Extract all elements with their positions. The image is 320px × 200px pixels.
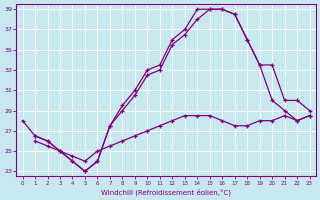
X-axis label: Windchill (Refroidissement éolien,°C): Windchill (Refroidissement éolien,°C) (101, 188, 231, 196)
